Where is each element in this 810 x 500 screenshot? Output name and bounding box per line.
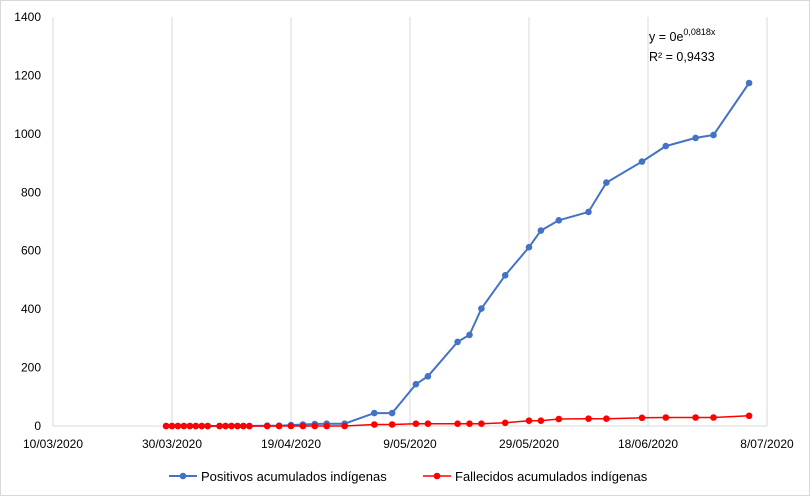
r-squared-text: R² = 0,9433	[649, 50, 715, 64]
data-point	[275, 422, 283, 430]
data-point	[466, 331, 473, 339]
data-point	[555, 217, 563, 224]
series-positivos	[162, 79, 753, 430]
trendline-equation: y = 0e0,0818x R² = 0,9433	[649, 27, 716, 64]
x-tick-label: 18/06/2020	[618, 437, 678, 451]
data-point	[192, 422, 200, 430]
legend: Positivos acumulados indígenas Fallecido…	[169, 469, 648, 484]
data-point	[662, 414, 670, 421]
data-point	[537, 227, 545, 234]
legend-marker-positivos	[179, 472, 187, 480]
data-point	[710, 131, 717, 139]
data-point	[341, 422, 348, 430]
data-point	[501, 272, 509, 279]
legend-marker-fallecidos	[433, 472, 441, 480]
data-point	[228, 422, 235, 430]
data-point	[263, 422, 271, 430]
series-layer	[162, 79, 753, 430]
equation-exponent: 0,0818x	[683, 27, 716, 37]
data-point	[311, 422, 319, 430]
data-point	[287, 422, 295, 430]
data-point	[388, 421, 396, 428]
data-point	[412, 380, 420, 388]
equation-base: y = 0e	[649, 30, 683, 44]
x-axis-ticks: 10/03/2020 30/03/2020 19/04/2020 9/05/2020 2…	[23, 437, 794, 451]
data-point	[555, 415, 563, 423]
equation-text: y = 0e0,0818x	[649, 27, 716, 44]
data-point	[692, 414, 699, 421]
data-point	[525, 417, 533, 425]
x-tick-label: 29/05/2020	[499, 437, 559, 451]
data-point	[478, 305, 485, 312]
data-point	[246, 422, 253, 430]
x-tick-label: 10/03/2020	[23, 437, 83, 451]
data-point	[204, 422, 211, 430]
data-point	[412, 420, 420, 428]
data-point	[603, 415, 610, 423]
data-point	[371, 421, 378, 428]
data-point	[585, 415, 592, 423]
y-tick-label: 1200	[14, 68, 41, 82]
data-point	[388, 409, 396, 417]
data-point	[745, 79, 753, 87]
data-point	[198, 422, 206, 430]
data-point	[603, 179, 610, 186]
y-tick-label: 400	[21, 302, 41, 316]
data-point	[585, 208, 592, 216]
data-point	[454, 420, 461, 428]
data-point	[638, 414, 646, 422]
data-point	[222, 422, 229, 430]
gridlines	[52, 17, 768, 426]
legend-item-fallecidos: Fallecidos acumulados indígenas	[423, 469, 648, 484]
data-point	[501, 419, 509, 427]
x-tick-label: 19/04/2020	[261, 437, 321, 451]
data-point	[323, 422, 331, 430]
y-tick-label: 800	[21, 185, 41, 199]
data-point	[692, 134, 699, 142]
data-point	[454, 338, 461, 346]
data-point	[234, 422, 241, 430]
x-tick-label: 9/05/2020	[383, 437, 437, 451]
data-point	[638, 158, 646, 165]
x-tick-label: 8/07/2020	[740, 437, 794, 451]
data-point	[168, 422, 176, 430]
legend-label-fallecidos: Fallecidos acumulados indígenas	[455, 469, 648, 484]
data-point	[466, 420, 473, 428]
y-tick-label: 200	[21, 361, 41, 375]
data-point	[180, 422, 188, 430]
data-point	[186, 422, 194, 430]
legend-label-positivos: Positivos acumulados indígenas	[201, 469, 387, 484]
y-tick-label: 0	[34, 419, 41, 433]
x-tick-label: 30/03/2020	[142, 437, 202, 451]
data-point	[424, 373, 432, 380]
data-point	[710, 414, 717, 421]
data-point	[371, 409, 378, 417]
legend-item-positivos: Positivos acumulados indígenas	[169, 469, 387, 484]
data-point	[174, 422, 182, 430]
y-axis-ticks: 0 200 400 600 800 1000 1200 1400	[14, 10, 41, 433]
data-point	[537, 417, 545, 425]
y-tick-label: 1000	[14, 127, 41, 141]
data-point	[478, 420, 485, 428]
y-tick-label: 600	[21, 244, 41, 258]
data-point	[299, 422, 307, 430]
data-point	[162, 422, 170, 430]
series-line	[166, 82, 750, 427]
data-point	[525, 243, 533, 251]
data-point	[662, 142, 670, 150]
series-fallecidos	[162, 412, 753, 430]
data-point	[745, 412, 753, 420]
y-tick-label: 1400	[14, 10, 41, 24]
data-point	[216, 422, 223, 430]
data-point	[424, 420, 432, 428]
data-point	[240, 422, 247, 430]
